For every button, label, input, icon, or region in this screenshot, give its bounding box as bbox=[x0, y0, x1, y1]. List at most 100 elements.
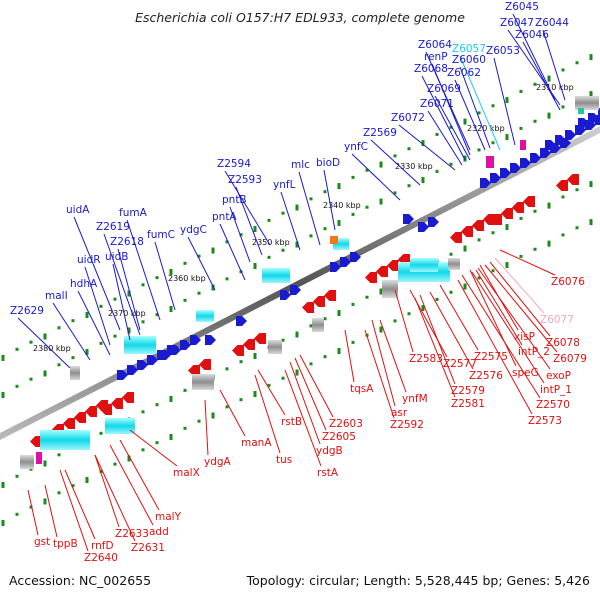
gene-arrow bbox=[280, 290, 291, 300]
leader-line bbox=[112, 263, 131, 341]
tick-mark bbox=[309, 197, 313, 201]
scale-label: 2360 kbp bbox=[168, 274, 206, 283]
tick-mark bbox=[463, 245, 467, 252]
gene-arrow bbox=[340, 257, 351, 267]
gene-arrow bbox=[111, 398, 123, 409]
tick-mark bbox=[1, 519, 5, 526]
gene-arrow bbox=[243, 339, 255, 350]
tick-mark bbox=[211, 284, 215, 291]
tick-mark bbox=[141, 448, 145, 452]
leader-line bbox=[419, 294, 456, 385]
tick-mark bbox=[295, 369, 299, 376]
tick-mark bbox=[449, 162, 453, 166]
gene-label-reverse: Z2581 bbox=[451, 398, 485, 410]
gene-arrow bbox=[500, 168, 511, 178]
gene-arrow bbox=[160, 350, 171, 360]
leader-line bbox=[471, 271, 545, 384]
tick-mark bbox=[113, 462, 117, 466]
scale-label: 2320 kbp bbox=[467, 124, 505, 133]
gene-label-reverse: exoP bbox=[546, 370, 571, 382]
tick-mark bbox=[323, 190, 327, 194]
tick-mark bbox=[477, 148, 481, 152]
tick-mark bbox=[393, 154, 397, 158]
leader-line bbox=[499, 249, 556, 276]
tick-mark bbox=[15, 512, 19, 516]
gene-arrow bbox=[556, 180, 568, 191]
accession-text: Accession: NC_002655 bbox=[9, 573, 151, 588]
gene-arrow bbox=[418, 222, 429, 232]
feature-block bbox=[105, 418, 135, 434]
tick-mark bbox=[183, 426, 187, 430]
feature-block bbox=[196, 310, 214, 322]
gene-label-forward: Z6062 bbox=[447, 67, 481, 79]
tick-mark bbox=[71, 356, 75, 360]
tick-mark bbox=[463, 118, 467, 125]
leader-line bbox=[439, 284, 479, 351]
gene-label-forward: uidR bbox=[77, 254, 101, 266]
tick-mark bbox=[449, 252, 453, 256]
gene-label-reverse: Z2631 bbox=[131, 542, 165, 554]
gene-label-reverse: Z2605 bbox=[322, 431, 356, 443]
tick-mark bbox=[197, 254, 201, 258]
tick-mark bbox=[295, 241, 299, 248]
leader-line bbox=[493, 57, 516, 146]
tick-mark bbox=[309, 362, 313, 366]
gene-arrow bbox=[290, 285, 301, 295]
feature-block bbox=[70, 366, 80, 380]
feature-block bbox=[20, 455, 34, 469]
leader-line bbox=[52, 302, 91, 361]
gene-label-forward: mlc bbox=[291, 159, 310, 171]
gene-arrow bbox=[480, 178, 491, 188]
leader-line bbox=[429, 291, 474, 370]
tick-mark bbox=[113, 297, 117, 301]
leader-line bbox=[204, 399, 209, 456]
gene-arrow bbox=[85, 406, 97, 417]
gene-label-reverse: malY bbox=[155, 511, 182, 523]
tick-mark bbox=[127, 290, 131, 297]
tick-mark bbox=[491, 269, 495, 273]
gene-label-reverse: tus bbox=[276, 454, 292, 466]
tick-mark bbox=[505, 224, 509, 231]
tick-mark bbox=[71, 484, 75, 488]
gene-label-reverse: intP_1 bbox=[540, 384, 572, 396]
tick-mark bbox=[309, 324, 313, 328]
feature-block bbox=[330, 236, 338, 244]
tick-mark bbox=[323, 317, 327, 321]
gene-label-forward: uidB bbox=[105, 251, 128, 263]
leader-line bbox=[475, 269, 523, 346]
tick-tracks bbox=[1, 54, 593, 526]
leader-line bbox=[379, 319, 407, 393]
gene-label-forward: Z2569 bbox=[363, 127, 397, 139]
tick-mark bbox=[337, 183, 341, 190]
tick-mark bbox=[253, 226, 257, 233]
gene-label-reverse: Z2592 bbox=[390, 419, 424, 431]
tick-mark bbox=[561, 105, 565, 109]
scale-label: 2370 kbp bbox=[108, 309, 146, 318]
gene-arrow bbox=[170, 345, 181, 355]
leader-line bbox=[94, 454, 120, 528]
leader-line bbox=[512, 13, 556, 101]
tick-mark bbox=[43, 333, 47, 340]
tick-mark bbox=[421, 305, 425, 312]
gene-label-forward: Z6060 bbox=[452, 54, 486, 66]
gene-arrow bbox=[350, 252, 361, 262]
tick-mark bbox=[337, 348, 341, 355]
gene-label-reverse: tppB bbox=[53, 538, 78, 550]
gene-label-reverse: Z2640 bbox=[84, 552, 118, 564]
tick-mark bbox=[29, 467, 33, 471]
gene-label-reverse: rstB bbox=[281, 416, 302, 428]
leader-line bbox=[427, 110, 463, 166]
gene-label-reverse: Z2570 bbox=[536, 399, 570, 411]
tick-mark bbox=[365, 295, 369, 299]
leader-line bbox=[351, 153, 401, 201]
tick-mark bbox=[589, 181, 593, 188]
tick-mark bbox=[85, 476, 89, 483]
tick-mark bbox=[141, 320, 145, 324]
gene-label-reverse: gst bbox=[34, 536, 50, 548]
tick-mark bbox=[491, 231, 495, 235]
gene-label-reverse: rnfD bbox=[91, 540, 114, 552]
tick-mark bbox=[337, 310, 341, 317]
gene-arrow bbox=[523, 196, 535, 207]
gene-arrow bbox=[403, 214, 414, 224]
scale-label: 2310 kbp bbox=[536, 83, 574, 92]
